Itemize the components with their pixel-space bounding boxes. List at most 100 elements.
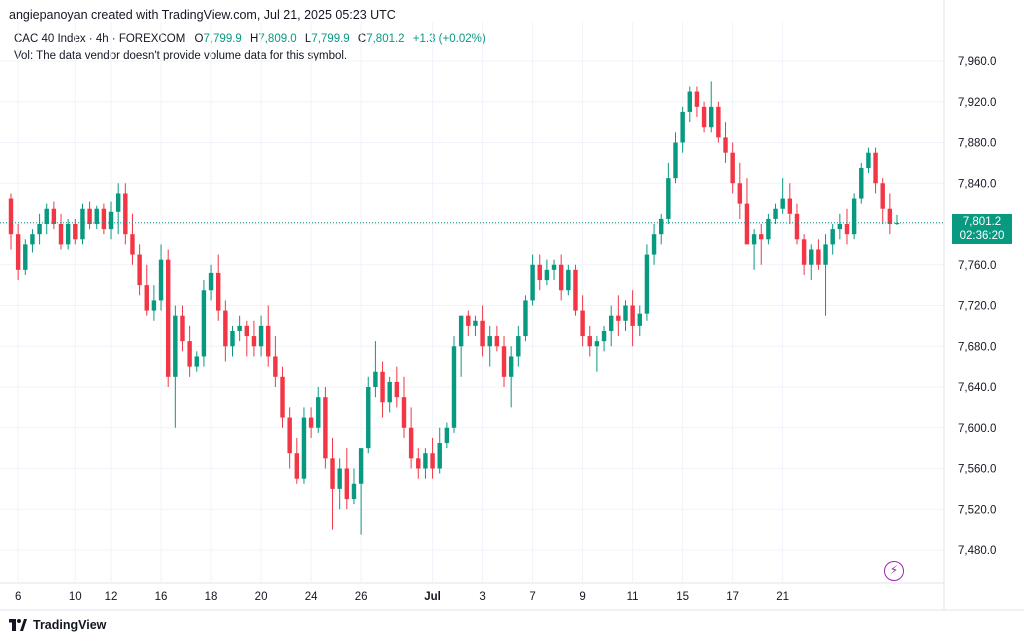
- candle: [451, 336, 457, 433]
- candle: [580, 295, 585, 347]
- candle-body: [809, 249, 814, 265]
- candle: [108, 201, 114, 240]
- candle-body: [830, 229, 835, 245]
- candle-body: [780, 198, 785, 209]
- x-tick-label: 17: [726, 591, 739, 603]
- candle-body: [30, 234, 35, 245]
- candle-body: [787, 198, 793, 214]
- candle-body: [709, 106, 714, 128]
- symbol-label[interactable]: CAC 40 Index · 4h · FOREXCOM: [14, 33, 186, 45]
- candle: [637, 305, 642, 337]
- candle-body: [558, 264, 564, 291]
- candle-body: [94, 208, 99, 224]
- candle: [323, 387, 328, 469]
- candle-body: [701, 106, 707, 128]
- candle: [8, 193, 14, 250]
- candle-body: [716, 106, 721, 138]
- candle-body: [859, 167, 864, 199]
- candle-body: [687, 91, 693, 112]
- candle: [601, 325, 607, 352]
- candle: [130, 213, 135, 265]
- candle: [466, 310, 471, 337]
- candle: [709, 81, 714, 133]
- y-tick-label: 7,880.0: [958, 138, 996, 150]
- footer-brand[interactable]: TradingView: [9, 618, 106, 632]
- x-tick-label: 9: [579, 591, 585, 603]
- last-price-value: 7,801.2: [962, 216, 1002, 228]
- candle: [230, 325, 235, 357]
- candle: [437, 427, 442, 474]
- candle: [887, 193, 893, 235]
- candle: [187, 325, 192, 377]
- candle: [387, 376, 392, 413]
- candle-body: [115, 193, 121, 212]
- candle-body: [823, 244, 828, 265]
- candle-body: [366, 387, 371, 449]
- candle: [251, 320, 257, 357]
- candle: [137, 244, 142, 296]
- candle-body: [751, 234, 757, 245]
- x-tick-label: 3: [479, 591, 485, 603]
- candle-body: [744, 203, 750, 245]
- candle-body: [601, 330, 607, 342]
- candle-body: [44, 208, 49, 224]
- candle-body: [65, 224, 71, 245]
- candle-body: [508, 356, 514, 377]
- candle-body: [458, 315, 464, 347]
- candle: [830, 224, 835, 255]
- candle: [523, 295, 528, 342]
- high-value: 7,809.0: [258, 33, 297, 45]
- candle: [280, 366, 285, 428]
- candle-body: [551, 264, 557, 270]
- x-tick-label: 7: [529, 591, 535, 603]
- candle: [516, 325, 521, 367]
- candle: [208, 264, 214, 301]
- candle-body: [516, 336, 521, 357]
- candle: [716, 101, 721, 143]
- candle-body: [301, 417, 307, 479]
- y-tick-label: 7,680.0: [958, 341, 996, 353]
- candle: [115, 183, 121, 235]
- x-tick-label: 24: [305, 591, 318, 603]
- candle: [687, 86, 693, 123]
- candle: [266, 305, 271, 367]
- candle-body: [358, 448, 364, 484]
- candle: [594, 336, 600, 372]
- candle: [608, 305, 614, 347]
- candle-body: [487, 336, 492, 347]
- candle-body: [101, 208, 107, 230]
- candle-body: [273, 356, 278, 377]
- candle: [458, 315, 464, 377]
- candle-body: [194, 356, 199, 367]
- candle-body: [266, 325, 271, 357]
- candle-body: [594, 341, 600, 347]
- candle-body: [330, 458, 335, 489]
- candle-body: [280, 376, 285, 418]
- lightning-icon[interactable]: ⚡: [884, 561, 904, 581]
- candle-body: [444, 427, 450, 444]
- candle-body: [794, 213, 800, 240]
- last-price-tag: 7,801.2 02:36:20: [952, 214, 1012, 244]
- candle-body: [387, 381, 392, 403]
- candle: [423, 448, 428, 479]
- candle-body: [215, 272, 221, 311]
- candle-body: [466, 315, 471, 326]
- candle-body: [37, 224, 42, 235]
- candle-body: [837, 224, 843, 230]
- candle-body: [773, 208, 778, 219]
- candle-body: [651, 234, 657, 255]
- candle-body: [523, 300, 528, 337]
- candle-body: [766, 218, 771, 240]
- change-value: +1.3 (+0.02%): [412, 33, 486, 45]
- candle-body: [423, 453, 428, 469]
- candle: [151, 285, 157, 321]
- candle-body: [680, 111, 685, 143]
- x-tick-label: 15: [676, 591, 689, 603]
- candle-body: [451, 346, 457, 428]
- candle: [644, 244, 650, 321]
- x-tick-label: 11: [627, 591, 639, 603]
- x-tick-label: Jul: [424, 591, 441, 603]
- candle: [530, 254, 535, 306]
- candle-body: [8, 198, 14, 235]
